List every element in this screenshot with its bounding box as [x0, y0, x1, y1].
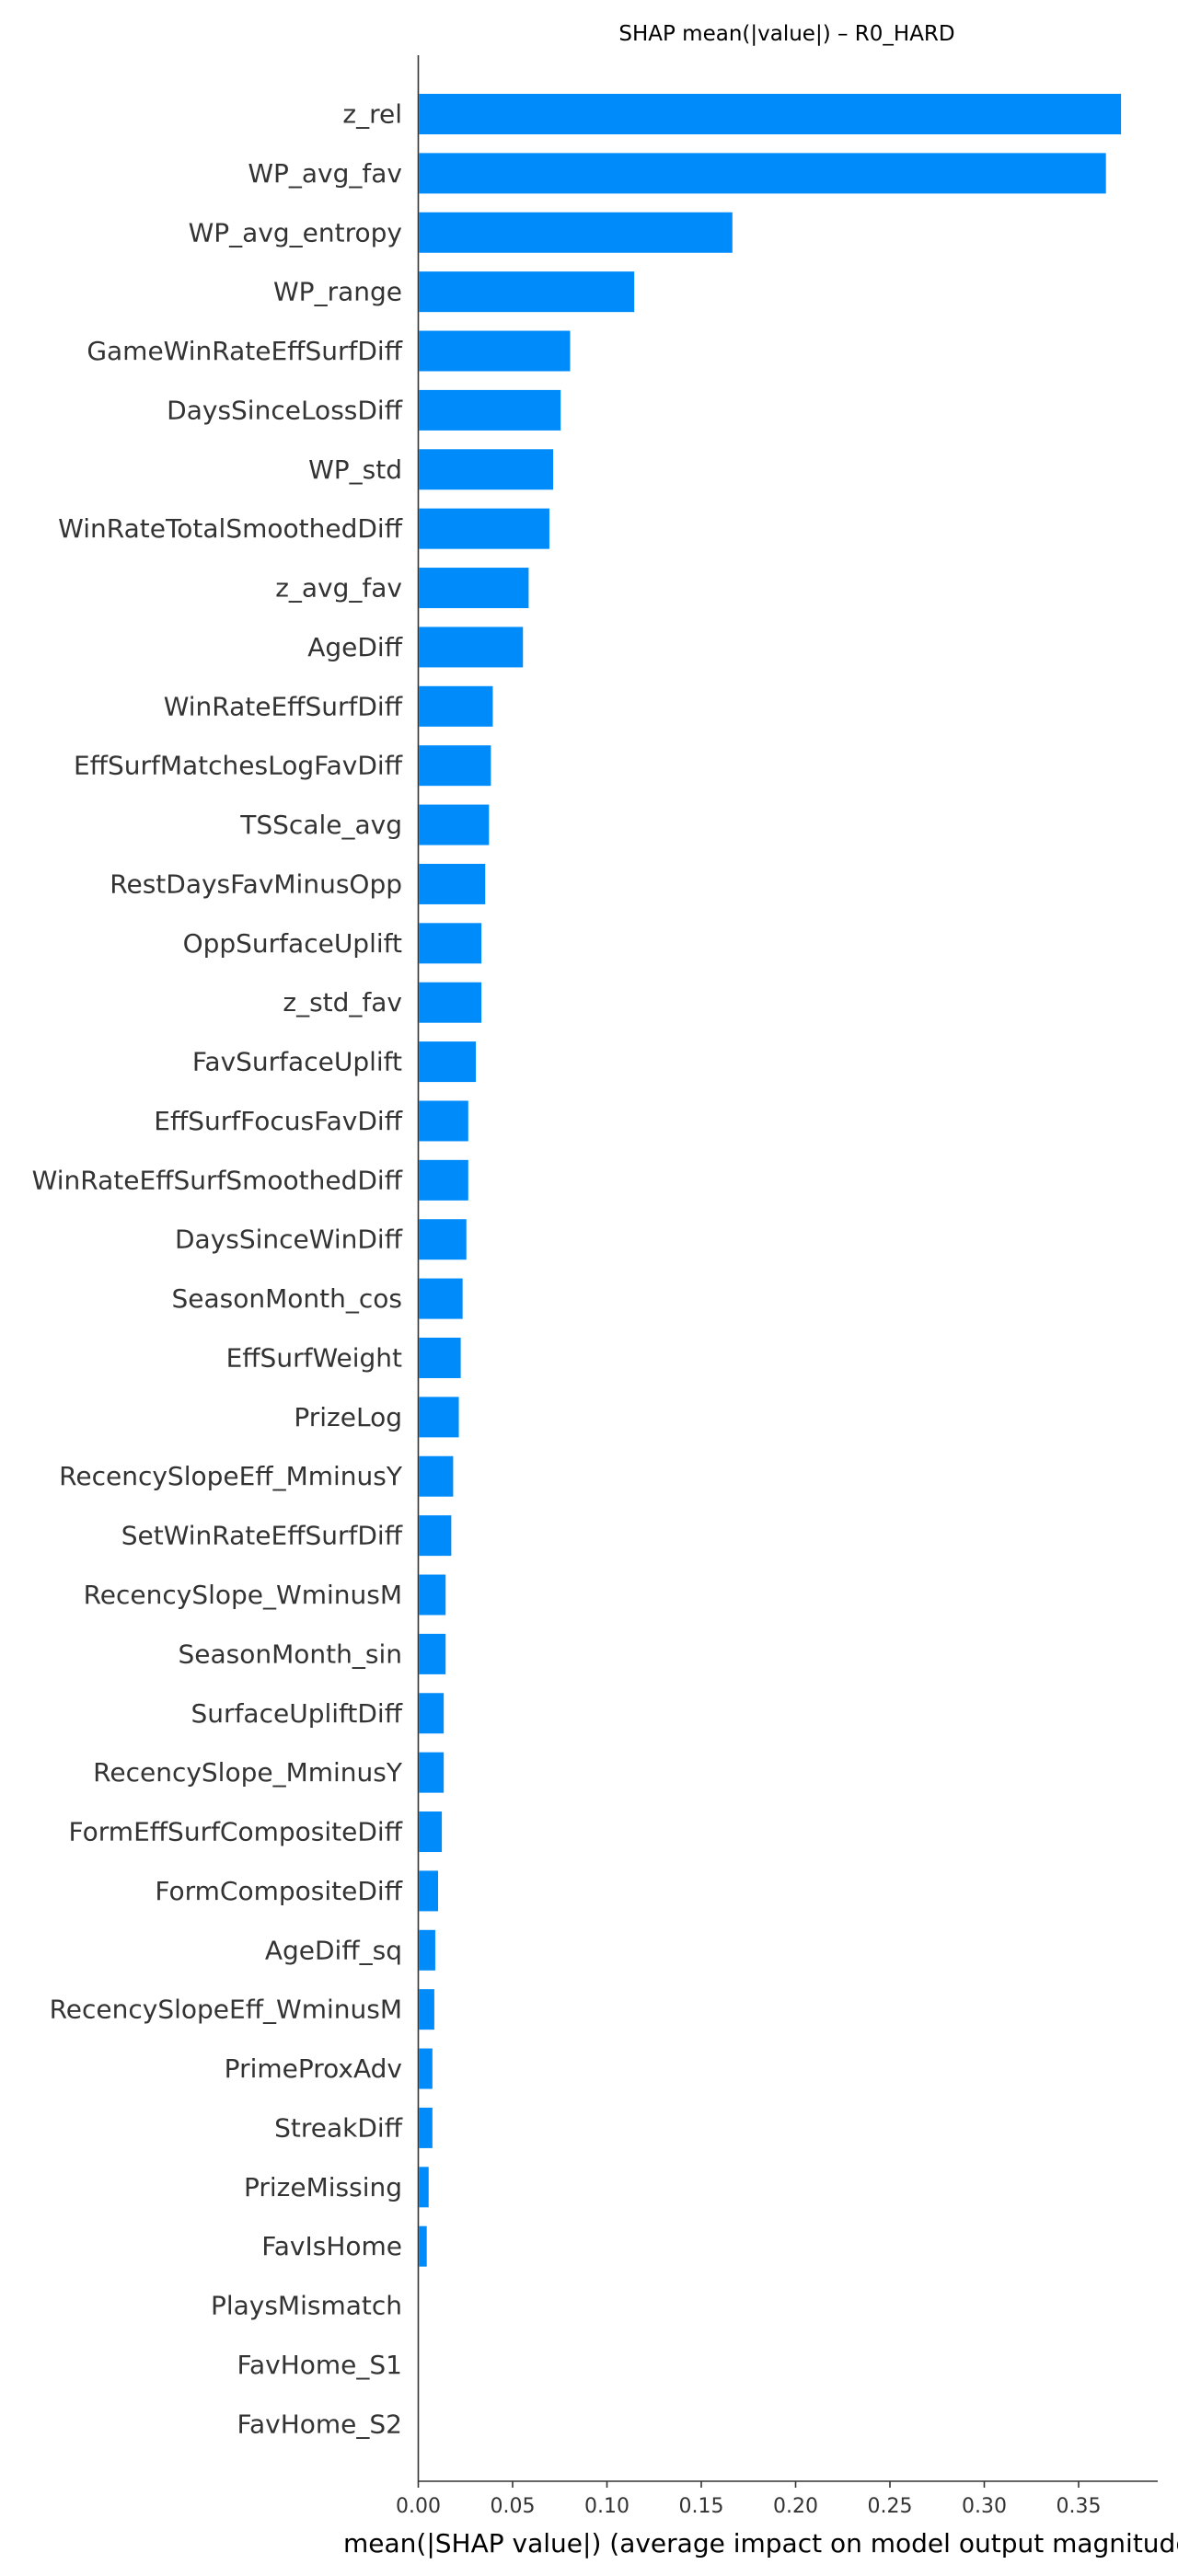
category-label-primeproxadv: PrimeProxAdv	[225, 2053, 402, 2084]
category-label-setwinrateeffsurfdiff: SetWinRateEffSurfDiff	[121, 1521, 403, 1551]
bar-agediff	[419, 627, 524, 668]
category-label-recencyslopeeff-mminusy: RecencySlopeEff_MminusY	[59, 1461, 403, 1491]
category-label-favhome-s1: FavHome_S1	[237, 2350, 402, 2380]
category-label-winratetotalsmootheddiff: WinRateTotalSmoothedDiff	[58, 513, 403, 544]
bar-winrateeffsurfdiff	[419, 685, 493, 727]
chart-title: SHAP mean(|value|) – R0_HARD	[618, 22, 954, 46]
category-label-wp-avg-entropy: WP_avg_entropy	[189, 217, 402, 247]
bar-prizemissing	[419, 2167, 429, 2208]
bar-favsurfaceuplift	[419, 1041, 476, 1083]
category-label-agediff-sq: AgeDiff_sq	[265, 1935, 402, 1965]
bar-agediff-sq	[419, 1929, 435, 1971]
bar-wp-avg-fav	[419, 153, 1106, 194]
x-ticks-group: 0.00 0.05 0.10 0.15 0.20 0.25 0.30 0.35	[396, 2481, 1101, 2518]
x-axis-label: mean(|SHAP value|) (average impact on mo…	[343, 2528, 1178, 2559]
bar-gamewinrateeffsurfdiff	[419, 330, 571, 372]
bar-prizelog	[419, 1397, 459, 1438]
bar-setwinrateeffsurfdiff	[419, 1515, 452, 1557]
bar-wp-avg-entropy	[419, 212, 733, 253]
category-label-wp-std: WP_std	[308, 454, 402, 485]
x-tick-label: 0.25	[868, 2495, 913, 2518]
bar-z-rel	[419, 94, 1122, 134]
category-label-prizemissing: PrizeMissing	[244, 2172, 402, 2202]
bar-favishome	[419, 2225, 427, 2267]
category-label-streakdiff: StreakDiff	[274, 2112, 403, 2143]
x-tick-label: 0.05	[491, 2495, 536, 2518]
category-label-oppsurfaceuplift: OppSurfaceUplift	[183, 928, 402, 959]
category-label-z-avg-fav: z_avg_fav	[275, 573, 402, 604]
bar-dayssincewindiff	[419, 1219, 467, 1260]
category-label-playsmismatch: PlaysMismatch	[211, 2291, 402, 2321]
category-label-seasonmonth-cos: SeasonMonth_cos	[172, 1283, 403, 1314]
category-label-formcompositediff: FormCompositeDiff	[155, 1876, 402, 1906]
bar-recencyslope-wminusm	[419, 1574, 446, 1616]
bar-recencyslopeeff-wminusm	[419, 1989, 434, 2030]
x-tick-label: 0.15	[679, 2495, 724, 2518]
bar-effsurfmatcheslogfavdiff	[419, 745, 491, 787]
x-tick-label: 0.20	[773, 2495, 818, 2518]
category-label-tsscale-avg: TSScale_avg	[239, 810, 402, 840]
category-label-agediff: AgeDiff	[307, 632, 402, 662]
bar-z-std-fav	[419, 982, 482, 1023]
category-label-wp-avg-fav: WP_avg_fav	[248, 158, 402, 189]
bar-recencyslope-mminusy	[419, 1752, 445, 1793]
category-label-z-std-fav: z_std_fav	[283, 987, 402, 1018]
bar-seasonmonth-sin	[419, 1633, 446, 1674]
category-label-effsurfmatcheslogfavdiff: EffSurfMatchesLogFavDiff	[74, 751, 403, 781]
category-label-effsurffocusfavdiff: EffSurfFocusFavDiff	[154, 1106, 402, 1136]
category-label-prizelog: PrizeLog	[294, 1402, 402, 1432]
category-label-seasonmonth-sin: SeasonMonth_sin	[179, 1639, 403, 1669]
category-label-favhome-s2: FavHome_S2	[237, 2409, 402, 2439]
category-label-winrateeffsurfdiff: WinRateEffSurfDiff	[164, 691, 403, 721]
bar-winratetotalsmootheddiff	[419, 508, 549, 549]
bar-wp-std	[419, 449, 554, 490]
bar-oppsurfaceuplift	[419, 923, 482, 964]
category-label-recencyslope-wminusm: RecencySlope_WminusM	[84, 1580, 402, 1610]
bar-formeffsurfcompositediff	[419, 1811, 443, 1853]
category-label-z-rel: z_rel	[342, 99, 402, 130]
category-label-wp-range: WP_range	[273, 277, 402, 307]
category-labels-group: z_rel WP_avg_fav WP_avg_entropy WP_range Gam…	[32, 99, 403, 2440]
category-label-favishome: FavIsHome	[261, 2231, 402, 2261]
bar-dayssincelossdiff	[419, 389, 561, 431]
bar-tsscale-avg	[419, 804, 490, 845]
bar-z-avg-fav	[419, 568, 529, 609]
category-label-surfaceupliftdiff: SurfaceUpliftDiff	[191, 1698, 403, 1729]
bar-winrateeffsurfsmootheddiff	[419, 1159, 468, 1201]
category-label-formeffsurfcompositediff: FormEffSurfCompositeDiff	[69, 1817, 403, 1847]
x-tick-label: 0.30	[962, 2495, 1007, 2518]
category-label-winrateeffsurfsmootheddiff: WinRateEffSurfSmoothedDiff	[32, 1165, 403, 1195]
category-label-gamewinrateeffsurfdiff: GameWinRateEffSurfDiff	[87, 336, 402, 366]
category-label-recencyslopeeff-wminusm: RecencySlopeEff_WminusM	[50, 1995, 402, 2025]
category-label-dayssincelossdiff: DaysSinceLossDiff	[167, 395, 403, 425]
category-label-restdaysfavminusopp: RestDaysFavMinusOpp	[110, 868, 402, 899]
category-label-favsurfaceuplift: FavSurfaceUplift	[192, 1047, 402, 1077]
bar-formcompositediff	[419, 1870, 438, 1912]
bar-primeproxadv	[419, 2048, 433, 2089]
category-label-effsurfweight: EffSurfWeight	[226, 1342, 402, 1373]
bars-group	[419, 94, 1122, 2267]
bar-streakdiff	[419, 2107, 433, 2148]
bar-restdaysfavminusopp	[419, 863, 486, 904]
bar-effsurfweight	[419, 1337, 461, 1378]
bar-recencyslopeeff-mminusy	[419, 1455, 454, 1497]
x-tick-label: 0.00	[396, 2495, 441, 2518]
bar-effsurffocusfavdiff	[419, 1100, 468, 1142]
x-tick-label: 0.10	[584, 2495, 629, 2518]
bar-wp-range	[419, 271, 635, 313]
category-label-recencyslope-mminusy: RecencySlope_MminusY	[93, 1757, 403, 1788]
bar-seasonmonth-cos	[419, 1278, 463, 1319]
bar-surfaceupliftdiff	[419, 1693, 445, 1734]
category-label-dayssincewindiff: DaysSinceWinDiff	[175, 1225, 403, 1255]
x-tick-label: 0.35	[1057, 2495, 1102, 2518]
